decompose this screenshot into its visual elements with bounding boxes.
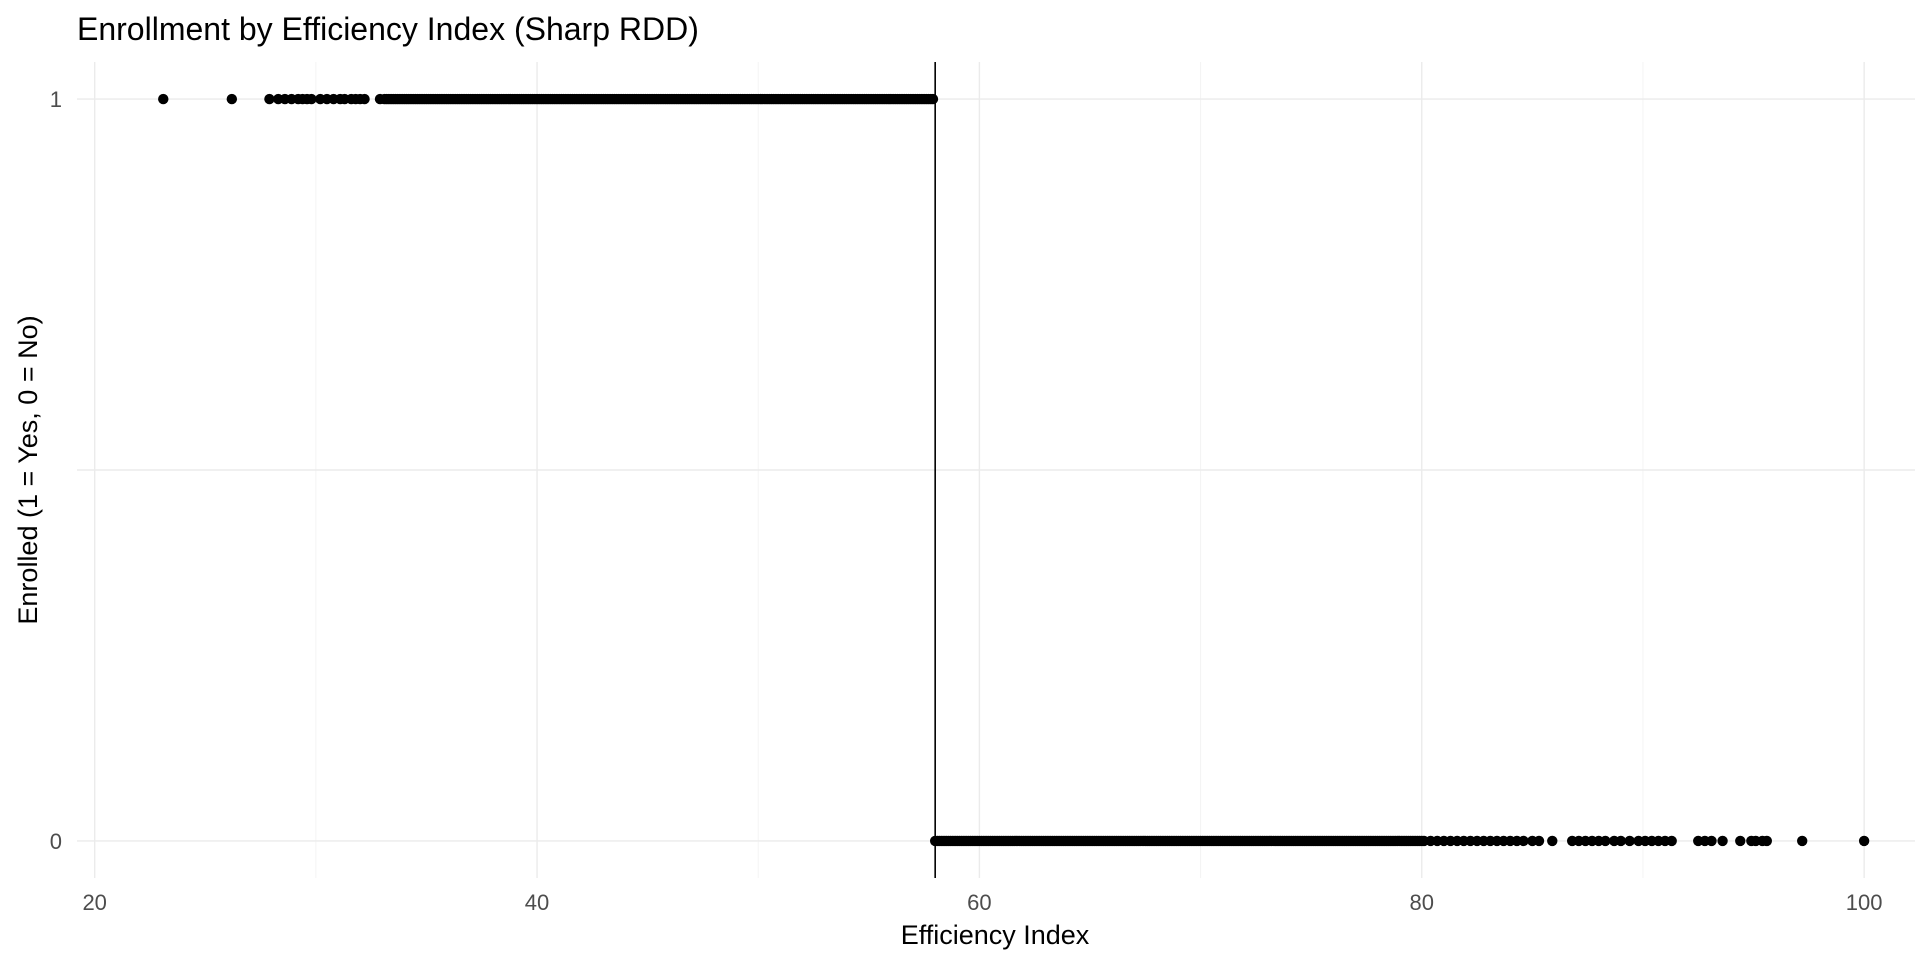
data-point <box>1547 835 1558 847</box>
y-axis-title: Enrolled (1 = Yes, 0 = No) <box>13 315 43 624</box>
x-tick-label: 20 <box>82 890 106 915</box>
y-tick-label: 0 <box>50 829 62 854</box>
x-tick-label: 40 <box>525 890 549 915</box>
chart-title: Enrollment by Efficiency Index (Sharp RD… <box>77 11 699 47</box>
data-point <box>374 93 386 105</box>
data-point <box>1615 835 1627 847</box>
data-point <box>1761 835 1773 847</box>
data-point <box>1735 835 1746 847</box>
x-tick-label: 60 <box>967 890 991 915</box>
data-point <box>1666 835 1677 847</box>
data-point <box>226 93 238 105</box>
data-point <box>927 93 939 105</box>
data-point <box>1706 835 1717 847</box>
data-point <box>1600 835 1611 847</box>
data-point <box>1797 835 1808 847</box>
data-point <box>1717 835 1728 847</box>
data-point <box>158 93 169 105</box>
x-tick-label: 80 <box>1410 890 1434 915</box>
points-layer <box>158 93 1870 847</box>
grid-layer <box>77 62 1915 878</box>
data-point <box>359 93 370 105</box>
data-point <box>1624 835 1635 847</box>
data-point <box>1858 835 1870 847</box>
data-point <box>1518 835 1529 847</box>
x-axis-title: Efficiency Index <box>901 920 1090 950</box>
y-tick-label: 1 <box>50 87 62 112</box>
data-point <box>264 93 275 105</box>
data-point <box>1533 835 1545 847</box>
data-point <box>306 93 317 105</box>
tick-labels: 20 40 60 80 100 0 1 <box>50 87 1883 915</box>
x-tick-label: 100 <box>1846 890 1883 915</box>
